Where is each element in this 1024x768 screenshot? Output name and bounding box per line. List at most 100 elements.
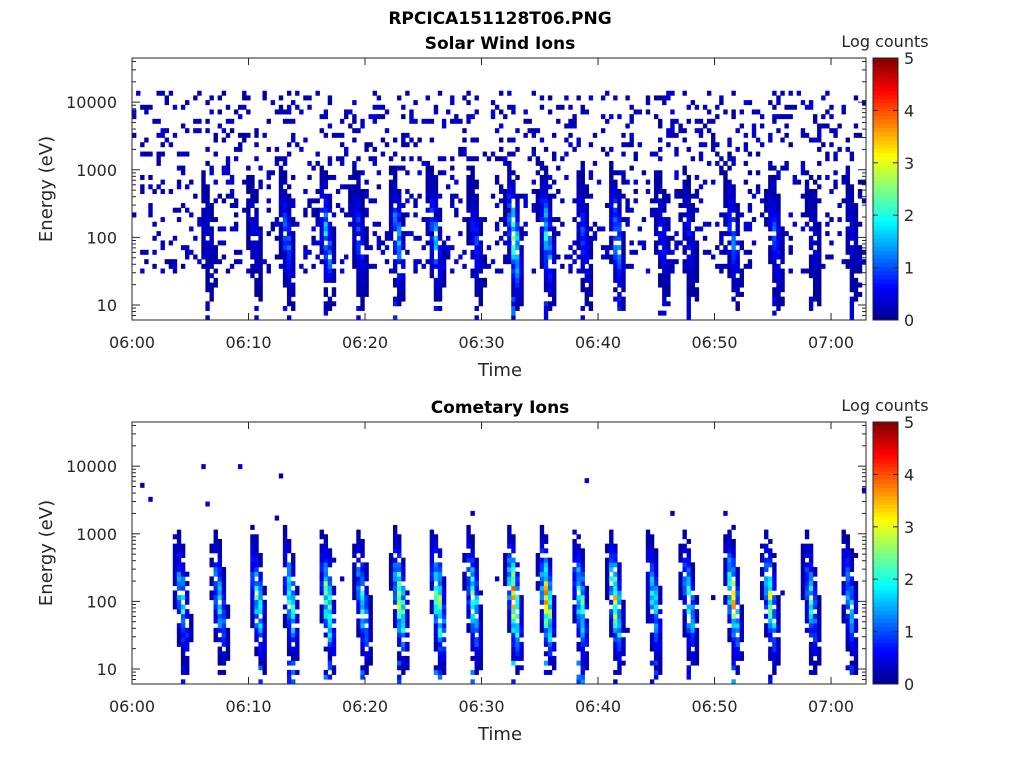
heatmap-cell [213, 595, 218, 601]
heatmap-cell [727, 212, 732, 218]
colorbar-swatch [873, 643, 898, 648]
heatmap-cell [609, 170, 614, 176]
heatmap-cell [450, 165, 455, 171]
heatmap-cell [205, 245, 210, 251]
colorbar-swatch [873, 491, 898, 497]
heatmap-cell [674, 132, 679, 138]
heatmap-cell [511, 249, 516, 255]
heatmap-cell [462, 557, 467, 563]
heatmap-cell [853, 595, 859, 601]
heatmap-cell [397, 618, 402, 624]
heatmap-cell [176, 567, 182, 573]
heatmap-cell [649, 571, 655, 577]
heatmap-cell [580, 604, 585, 610]
heatmap-cell [437, 207, 443, 213]
heatmap-cell [686, 240, 691, 246]
heatmap-cell [576, 240, 581, 246]
colorbar-swatch [873, 205, 898, 210]
heatmap-cell [625, 123, 630, 129]
heatmap-cell [466, 165, 471, 171]
heatmap-cell [768, 207, 773, 213]
heatmap-cell [613, 599, 618, 605]
heatmap-cell [576, 646, 581, 652]
heatmap-cell [678, 576, 683, 582]
heatmap-cell [286, 268, 292, 274]
heatmap-cell [800, 581, 806, 587]
heatmap-cell [185, 245, 190, 251]
heatmap-cell [335, 189, 341, 194]
heatmap-cell [466, 184, 471, 190]
heatmap-cell [262, 132, 267, 138]
heatmap-cell [804, 613, 810, 619]
heatmap-cell [772, 203, 777, 209]
heatmap-cell [808, 217, 814, 223]
heatmap-cell [576, 641, 581, 647]
heatmap-cell [678, 128, 683, 134]
heatmap-cell [392, 576, 398, 582]
heatmap-cell [392, 198, 398, 204]
heatmap-cell [613, 637, 618, 643]
heatmap-cell [352, 571, 357, 577]
heatmap-cell [356, 193, 361, 199]
y-tick-label: 1000 [76, 525, 117, 544]
heatmap-cell [474, 660, 479, 666]
heatmap-cell [853, 240, 859, 246]
heatmap-cell [686, 609, 691, 615]
heatmap-cell [323, 174, 329, 180]
heatmap-cell [425, 184, 430, 190]
heatmap-cell [266, 174, 271, 180]
heatmap-cell [503, 553, 508, 558]
heatmap-cell [511, 571, 516, 577]
heatmap-cell [356, 543, 361, 549]
colorbar-swatch [873, 544, 898, 550]
heatmap-cell [845, 581, 850, 587]
heatmap-cell [160, 142, 165, 148]
heatmap-cell [841, 538, 846, 544]
heatmap-cell [613, 553, 618, 558]
heatmap-cell [653, 646, 659, 652]
heatmap-cell [319, 259, 324, 265]
heatmap-cell [392, 245, 398, 251]
heatmap-cell [849, 557, 855, 563]
heatmap-cell [291, 287, 296, 293]
heatmap-cell [180, 613, 186, 619]
colorbar-swatch [873, 307, 898, 313]
heatmap-cell [768, 217, 773, 223]
heatmap-cell [552, 132, 557, 138]
heatmap-cell [205, 263, 210, 269]
colorbar-swatch [873, 634, 898, 640]
heatmap-cell [291, 609, 296, 615]
heatmap-cell [674, 170, 679, 176]
heatmap-cell [580, 632, 585, 638]
heatmap-cell [755, 170, 761, 176]
heatmap-cell [588, 174, 594, 180]
heatmap-cell [282, 193, 288, 199]
heatmap-cell [588, 95, 594, 101]
heatmap-cell [637, 109, 643, 115]
heatmap-cell [772, 571, 777, 577]
heatmap-cell [437, 231, 443, 237]
heatmap-cell [812, 179, 818, 185]
heatmap-cell [474, 226, 479, 232]
heatmap-cell [221, 226, 227, 232]
heatmap-cell [568, 268, 573, 274]
heatmap-cell [645, 179, 651, 185]
heatmap-cell [331, 174, 337, 180]
heatmap-cell [621, 245, 626, 251]
heatmap-cell [539, 207, 545, 213]
heatmap-cell [845, 146, 850, 152]
heatmap-cell [360, 118, 365, 124]
heatmap-cell [392, 277, 398, 283]
heatmap-cell [360, 259, 365, 265]
heatmap-cell [543, 254, 549, 260]
heatmap-cell [295, 641, 300, 647]
heatmap-cell [739, 632, 744, 638]
heatmap-cell [217, 609, 223, 615]
heatmap-cell [180, 623, 186, 629]
heatmap-cell [323, 259, 329, 265]
heatmap-cell [470, 576, 475, 582]
heatmap-cell [331, 590, 337, 596]
heatmap-cell [849, 245, 855, 251]
heatmap-cell [694, 599, 700, 605]
heatmap-cell [437, 599, 443, 605]
